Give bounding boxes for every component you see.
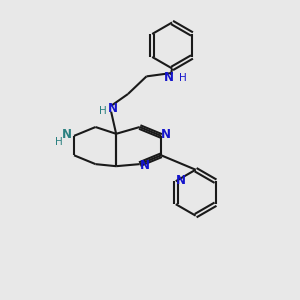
Text: N: N xyxy=(62,128,72,141)
Text: H: H xyxy=(99,106,107,116)
Text: N: N xyxy=(164,71,174,84)
Text: H: H xyxy=(55,137,63,147)
Text: N: N xyxy=(108,102,118,115)
Text: N: N xyxy=(161,128,171,141)
Text: N: N xyxy=(176,173,186,187)
Text: H: H xyxy=(178,73,186,83)
Text: N: N xyxy=(140,159,150,172)
